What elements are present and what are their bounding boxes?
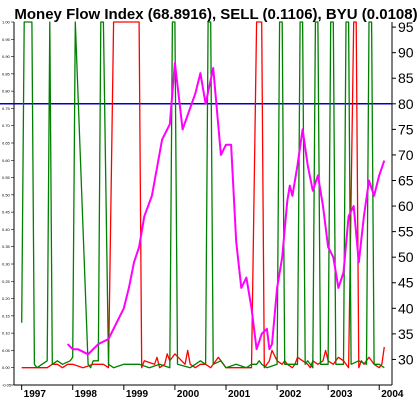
- right-tick-label: 55: [398, 224, 414, 240]
- x-tick-label: 1999: [126, 389, 149, 400]
- left-tick-label: 1.00: [2, 20, 11, 25]
- x-tick-label: 2000: [177, 389, 200, 400]
- right-tick-label: 90: [398, 45, 414, 61]
- left-tick-label: 0.55: [2, 175, 11, 180]
- x-tick-label: 2003: [330, 389, 353, 400]
- left-axis-ticks: 1.00 0.95 0.90 0.85 0.80 0.75 0.70 0.65 0.60 0.55…: [2, 20, 14, 388]
- x-tick-label: 2002: [279, 389, 302, 400]
- left-tick-label: 0.45: [2, 210, 11, 215]
- left-tick-label: 0.30: [2, 262, 11, 267]
- series-group: [21, 21, 386, 369]
- right-tick-label: 70: [398, 147, 414, 163]
- x-tick-label: 2001: [228, 389, 251, 400]
- left-tick-label: 0.95: [2, 37, 11, 42]
- chart-title: Money Flow Index (68.8916), SELL (0.1106…: [14, 6, 417, 23]
- left-tick-label: 0.15: [2, 313, 11, 318]
- x-tick-label: 2004: [381, 389, 404, 400]
- left-tick-label: 0.25: [2, 279, 11, 284]
- series-line-1: [21, 21, 385, 369]
- left-tick-label: 0.40: [2, 227, 11, 232]
- left-tick-label: 0.75: [2, 106, 11, 111]
- left-tick-label: 0.85: [2, 71, 11, 76]
- right-tick-label: 65: [398, 172, 414, 188]
- left-tick-label: 0.90: [2, 54, 11, 59]
- x-axis-ticks: 1997 1998 1999 2000 2001 2002 2003 2004: [21, 385, 404, 400]
- right-tick-label: 35: [398, 326, 414, 342]
- right-tick-label: 50: [398, 249, 414, 265]
- left-tick-label: 0.00: [2, 365, 11, 370]
- left-tick-label: 0.20: [2, 296, 11, 301]
- right-axis-ticks: 95 90 85 80 75 70 65 60 55 50 45 40 35 30: [392, 19, 414, 367]
- series-line-0: [66, 61, 386, 356]
- right-tick-label: 95: [398, 19, 414, 35]
- series-line-2: [21, 21, 385, 369]
- right-tick-label: 45: [398, 275, 414, 291]
- axes: [13, 22, 393, 386]
- left-tick-label: 0.60: [2, 158, 11, 163]
- left-tick-label: 0.10: [2, 331, 11, 336]
- left-tick-label: 0.05: [2, 348, 11, 353]
- x-tick-label: 1998: [75, 389, 98, 400]
- right-tick-label: 40: [398, 300, 414, 316]
- right-tick-label: 85: [398, 70, 414, 86]
- x-tick-label: 1997: [24, 389, 47, 400]
- right-tick-label: 30: [398, 351, 414, 367]
- right-tick-label: 60: [398, 198, 414, 214]
- left-tick-label: 0.35: [2, 244, 11, 249]
- left-tick-label: -0.05: [2, 383, 12, 388]
- left-tick-label: 0.50: [2, 192, 11, 197]
- left-tick-label: 0.70: [2, 123, 11, 128]
- left-tick-label: 0.65: [2, 141, 11, 146]
- right-tick-label: 80: [398, 96, 414, 112]
- right-tick-label: 75: [398, 121, 414, 137]
- left-tick-label: 0.80: [2, 89, 11, 94]
